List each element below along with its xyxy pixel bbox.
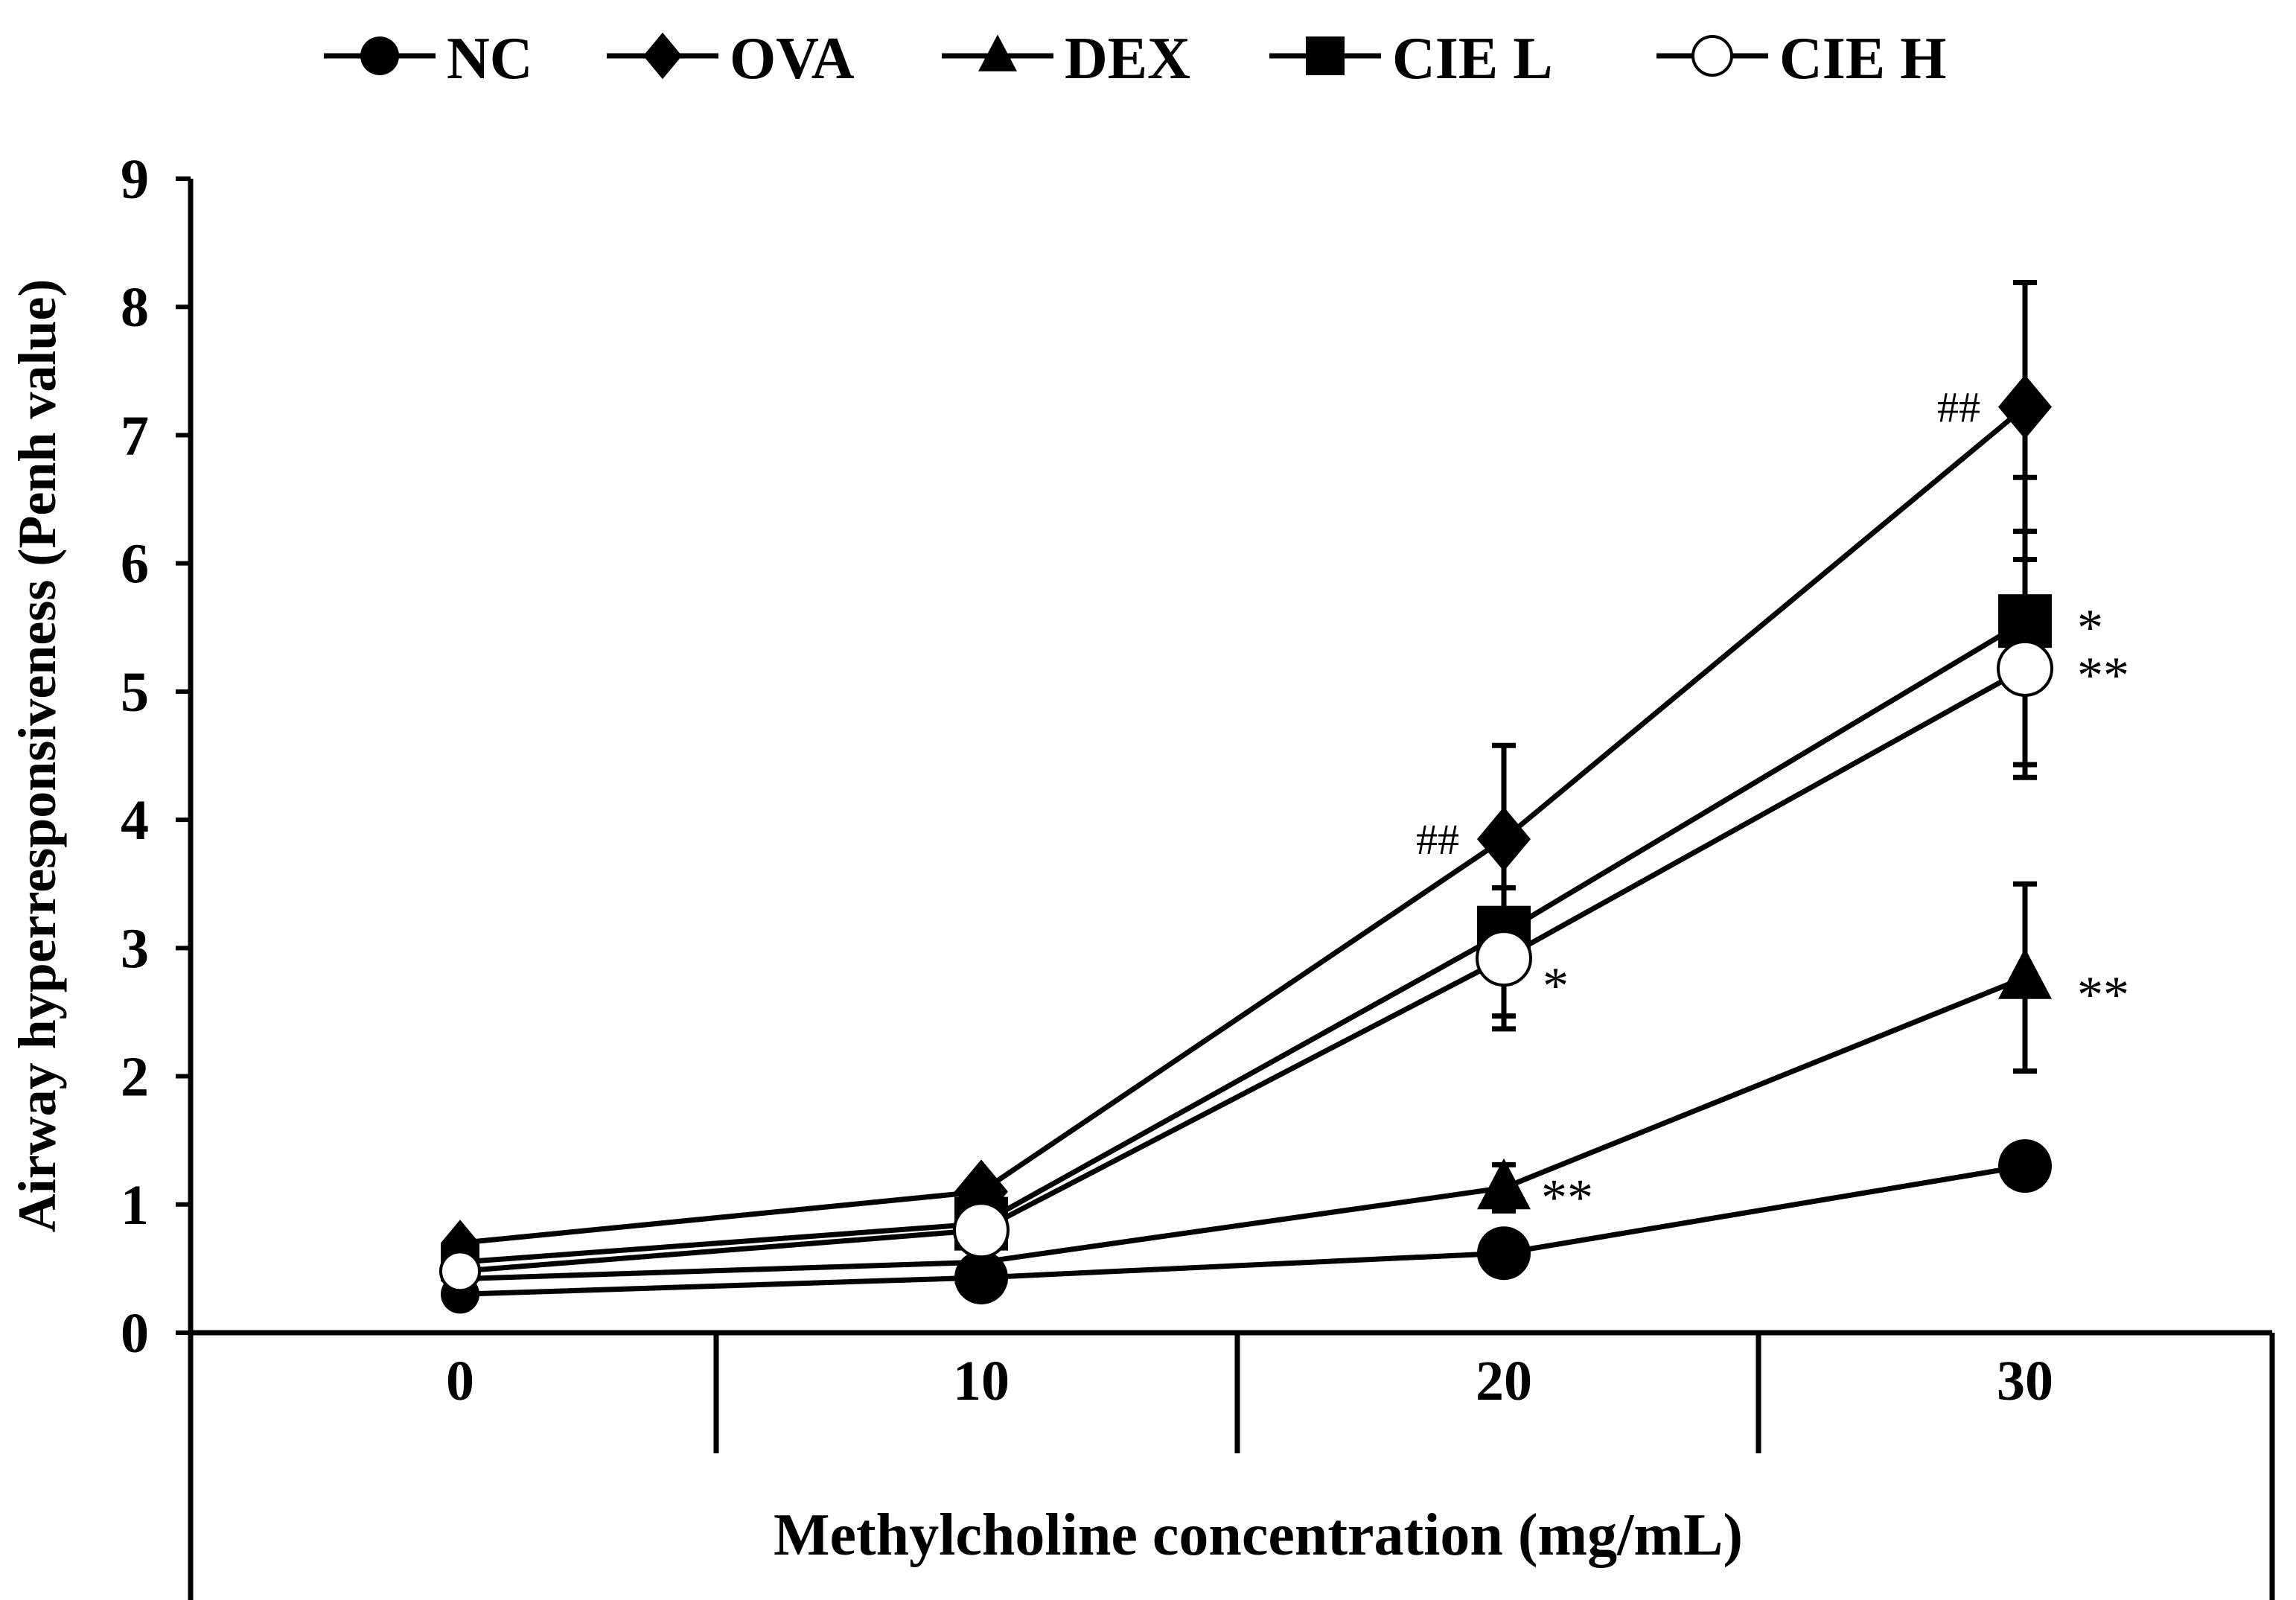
x-tick-label: 20	[1476, 1350, 1532, 1412]
y-tick-label: 6	[121, 533, 149, 596]
significance-label: *	[1543, 957, 1569, 1015]
significance-label: **	[2077, 966, 2129, 1024]
data-point-ova	[954, 1159, 1008, 1224]
significance-label: *	[2077, 599, 2103, 657]
significance-label: ##	[1416, 815, 1459, 864]
legend: NC OVA DEX CIE L CIE H	[324, 26, 1947, 92]
x-tick-label: 10	[953, 1350, 1010, 1412]
data-point-cie-l	[1998, 594, 2052, 648]
y-tick-label: 5	[121, 661, 149, 724]
series-line-nc	[459, 1163, 2026, 1297]
series-line-cie-h	[459, 666, 2026, 1274]
significance-label: ##	[1937, 383, 1980, 432]
y-tick-label: 4	[121, 789, 149, 852]
legend-marker	[978, 34, 1017, 71]
y-tick-label: 8	[121, 276, 149, 339]
data-point-ova	[1998, 374, 2052, 439]
data-point-ova	[1477, 806, 1531, 872]
y-tick-label: 3	[121, 917, 149, 980]
x-axis-label: Methylcholine concentration (mg/mL)	[774, 1502, 1743, 1568]
legend-label: CIE H	[1779, 26, 1947, 92]
data-point-cie-h	[1476, 930, 1532, 987]
series-line-cie-l	[459, 619, 2026, 1265]
legend-marker	[1691, 35, 1733, 77]
y-tick-label: 9	[121, 148, 149, 211]
legend-label: DEX	[1065, 26, 1190, 92]
data-point-cie-h	[439, 1250, 481, 1293]
data-point-nc	[1477, 1226, 1531, 1281]
y-axis-label: Airway hyperresponsiveness (Penh value)	[7, 279, 67, 1233]
legend-label: CIE L	[1392, 26, 1553, 92]
data-point-dex	[1998, 948, 2052, 999]
significance-label: **	[2077, 647, 2129, 704]
y-tick-label: 7	[121, 404, 149, 467]
axes: 0 1 2 3 4 5 6 7 8 9 0 10 20 30	[121, 148, 2275, 1600]
legend-label: NC	[447, 26, 533, 92]
legend-marker	[1306, 36, 1345, 75]
legend-marker	[360, 36, 399, 75]
series-line-ova	[459, 404, 2027, 1246]
legend-label: OVA	[730, 26, 855, 92]
x-tick-label: 0	[446, 1350, 474, 1412]
data-point-dex	[1477, 1158, 1531, 1210]
data-point-cie-h	[953, 1202, 1010, 1259]
significance-label: **	[1541, 1169, 1593, 1226]
x-tick-label: 30	[1997, 1350, 2053, 1412]
y-tick-label: 1	[121, 1174, 149, 1237]
y-tick-label: 0	[121, 1302, 149, 1365]
data-point-nc	[1998, 1139, 2052, 1193]
legend-marker	[643, 32, 682, 80]
data-point-cie-h	[1997, 640, 2053, 697]
series-line-dex	[459, 975, 2026, 1282]
y-tick-label: 2	[121, 1046, 149, 1109]
plot-area: ####********	[439, 280, 2129, 1314]
